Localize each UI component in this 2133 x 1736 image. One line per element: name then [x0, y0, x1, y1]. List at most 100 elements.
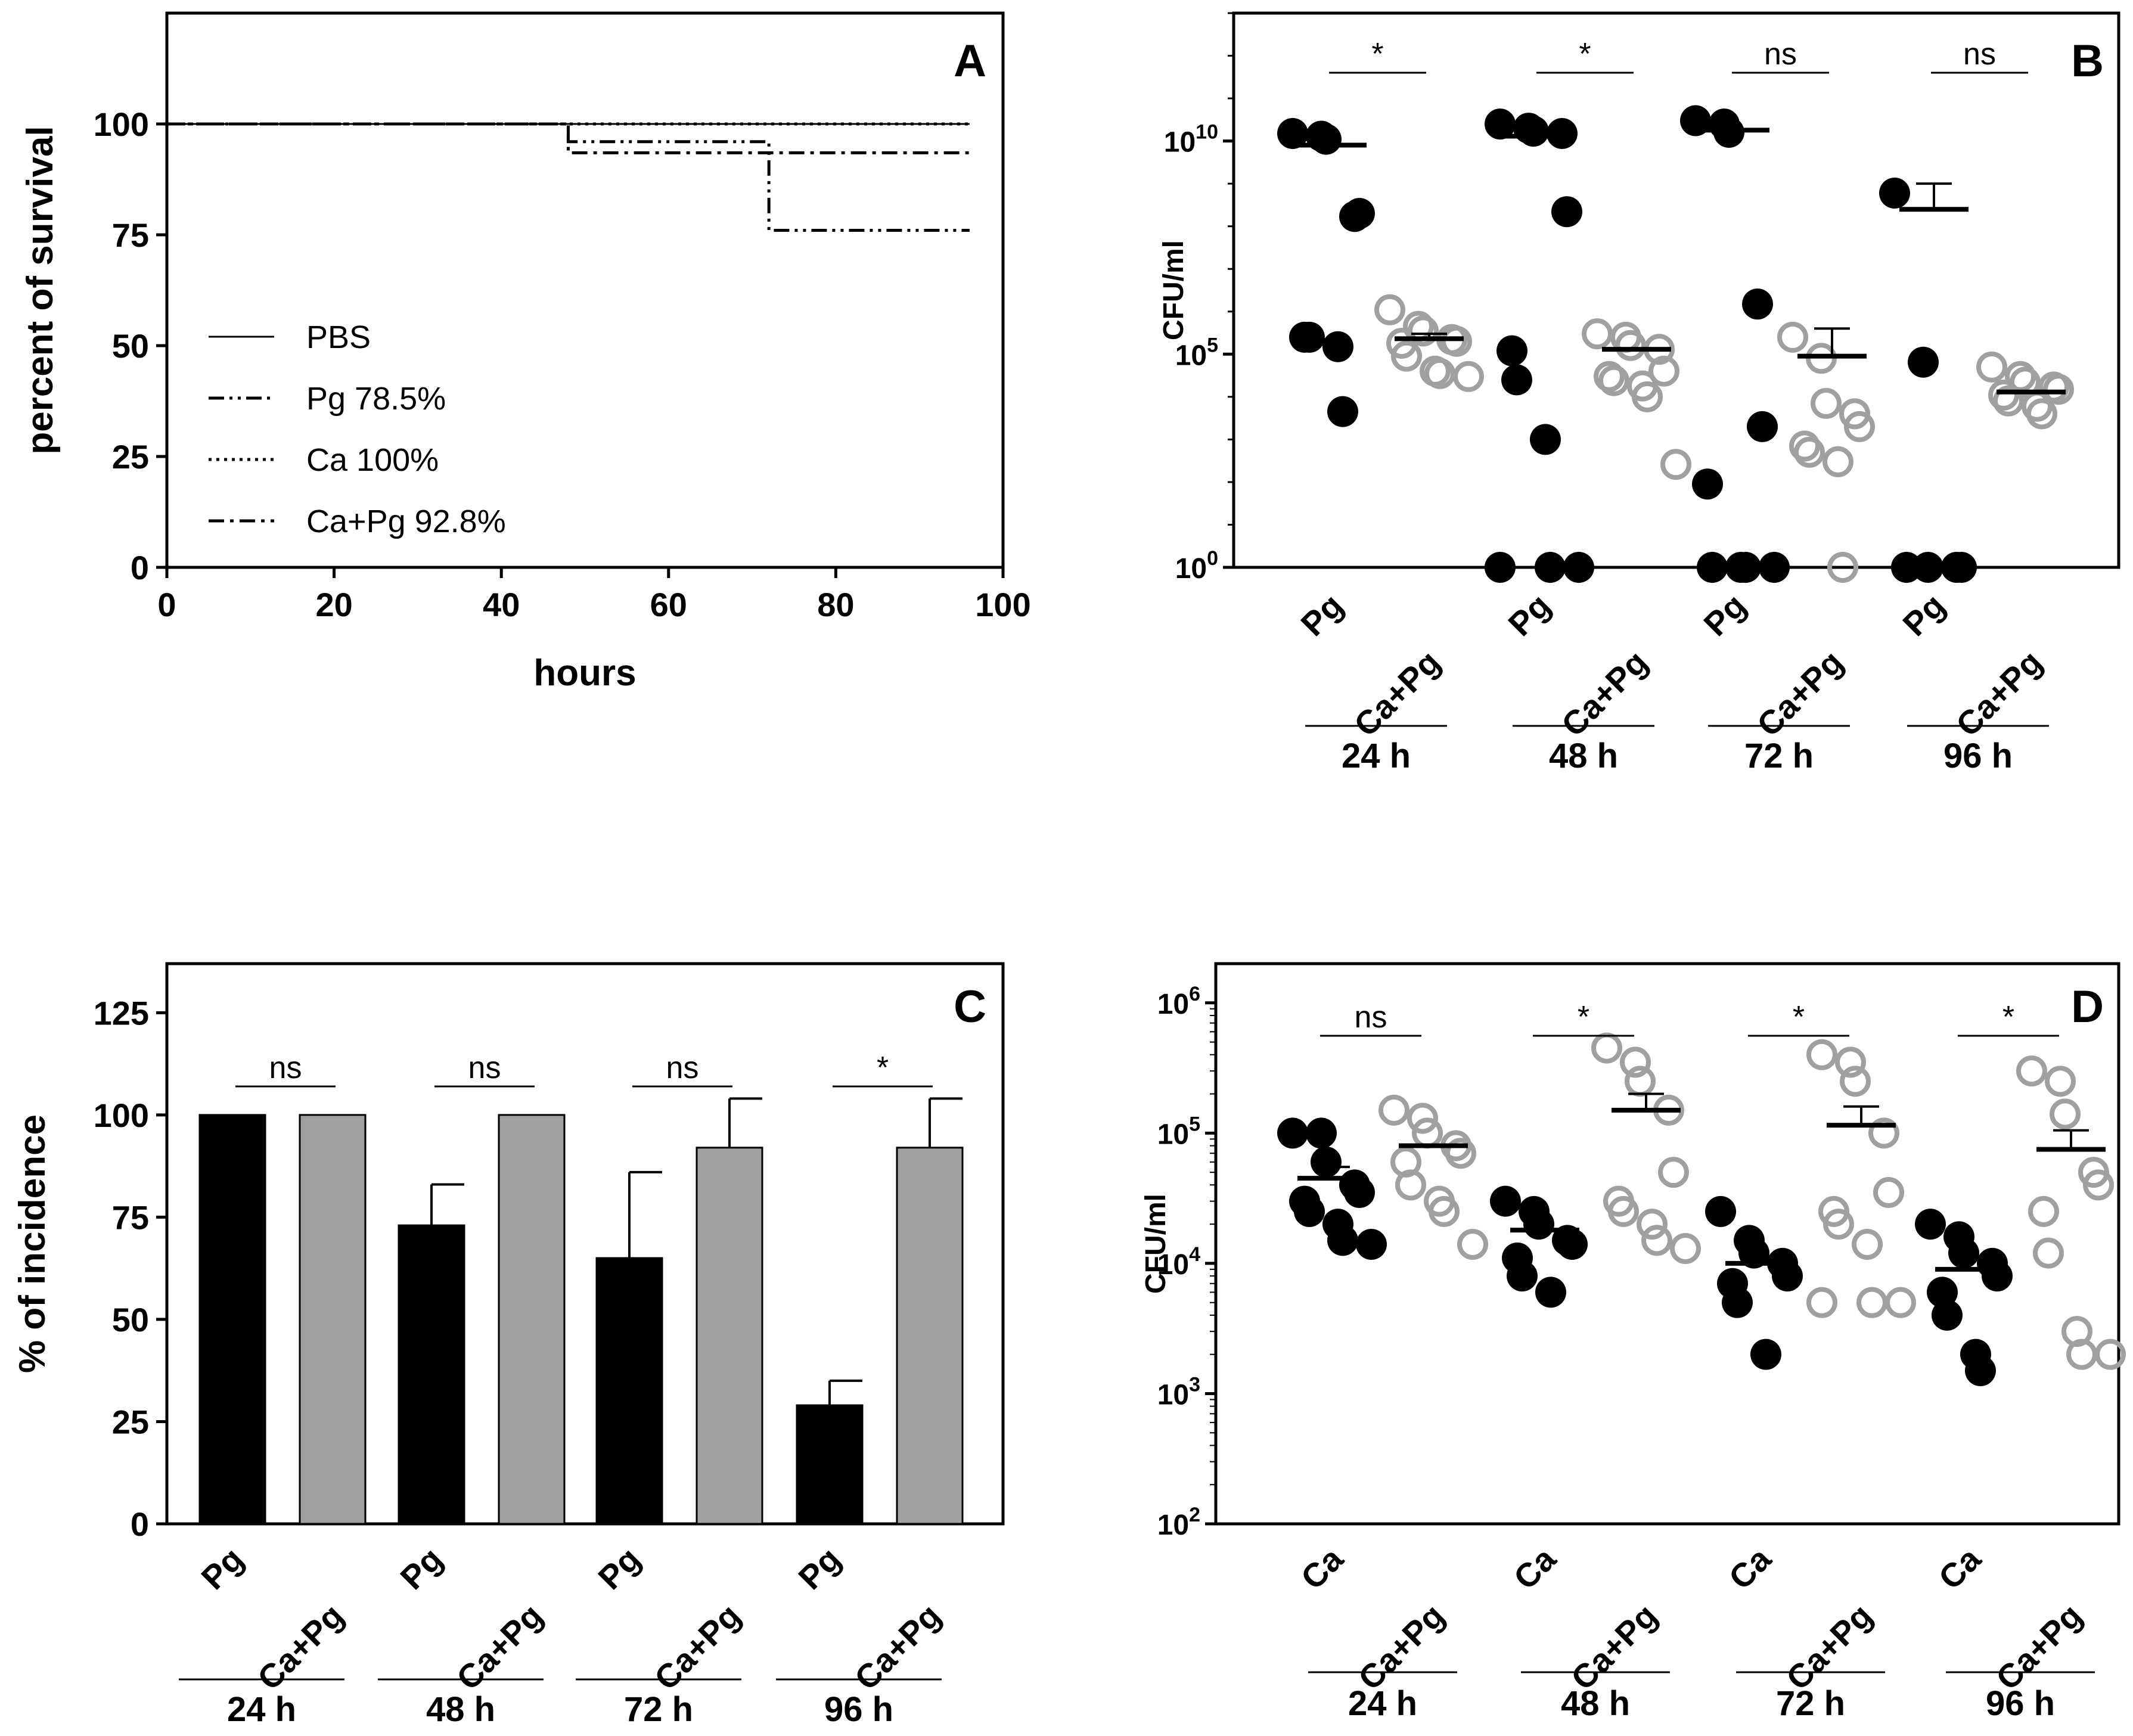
bar [498, 1114, 566, 1525]
data-point [1965, 1355, 1996, 1386]
data-point [2095, 1339, 2126, 1370]
category-label: Ca+Pg [449, 1597, 550, 1697]
data-point [1692, 468, 1723, 500]
significance-label: ns [1764, 37, 1797, 72]
data-point [1356, 1228, 1387, 1260]
data-point [1811, 387, 1842, 419]
data-point [1988, 379, 2019, 411]
group-label: 96 h [824, 1690, 893, 1729]
data-point [1501, 364, 1532, 396]
y-tick-label: 105 [1157, 1113, 1200, 1150]
data-point [1660, 449, 1691, 480]
significance-label: * [1579, 37, 1591, 72]
data-point [1547, 118, 1578, 150]
legend-label: Ca 100% [306, 442, 439, 478]
data-point [1777, 321, 1808, 353]
data-point [1395, 1169, 1426, 1201]
group-label: 48 h [426, 1690, 495, 1729]
data-point [1873, 1176, 1904, 1208]
data-point [1424, 358, 1455, 389]
legend-label: Pg 78.5% [306, 381, 446, 417]
panel-letter: A [954, 36, 986, 86]
data-point [1827, 552, 1858, 583]
data-point [1518, 116, 1549, 147]
data-point [1868, 1117, 1899, 1149]
x-tick-label: 0 [157, 586, 176, 623]
data-point [1697, 552, 1728, 583]
bar [896, 1147, 964, 1525]
y-tick-label: 100 [94, 105, 149, 143]
data-point [1823, 1209, 1854, 1240]
data-point [1806, 1287, 1837, 1318]
y-tick-label: 125 [94, 994, 149, 1032]
category-label: Ca+Pg [1347, 643, 1448, 744]
data-point [1879, 178, 1910, 209]
data-point [1407, 1103, 1438, 1134]
data-point [1658, 1157, 1689, 1188]
data-point [1822, 446, 1853, 477]
data-point [1891, 552, 1922, 583]
data-point [1722, 1287, 1753, 1318]
data-point [1311, 123, 1342, 155]
data-point [1608, 1195, 1639, 1227]
y-axis-title: CFU/ml [1158, 240, 1190, 340]
data-point [1840, 1066, 1871, 1097]
data-point [1535, 1277, 1566, 1308]
category-label: Pg [1696, 586, 1753, 643]
data-point [1591, 1032, 1622, 1064]
significance-label: * [1793, 1000, 1805, 1035]
y-tick-label: 103 [1157, 1373, 1200, 1411]
y-tick-label: 100 [94, 1097, 149, 1134]
panel-letter: B [2071, 36, 2104, 86]
series-line [167, 122, 970, 154]
category-label: Ca+Pg [1564, 1597, 1665, 1697]
y-tick-label: 106 [1157, 983, 1200, 1020]
group-label: 96 h [1986, 1684, 2055, 1723]
data-point [1908, 346, 1939, 378]
data-point [1856, 1287, 1887, 1318]
bar [198, 1114, 266, 1525]
category-label: Ca+Pg [647, 1597, 748, 1697]
data-point [1441, 325, 1472, 357]
y-tick-label: 25 [112, 1403, 149, 1440]
y-tick-label: 104 [1157, 1243, 1200, 1281]
data-point [1750, 1339, 1781, 1370]
category-label: Ca [1293, 1539, 1350, 1597]
data-point [1457, 1228, 1488, 1260]
data-point [1648, 355, 1679, 387]
significance-label: ns [468, 1051, 501, 1085]
data-point [1730, 552, 1761, 583]
x-tick-label: 100 [975, 586, 1030, 623]
data-point [1844, 411, 1875, 442]
data-point [1772, 1260, 1803, 1292]
plot-frame [165, 11, 1005, 569]
data-point [2026, 398, 2057, 430]
data-point [1806, 1039, 1837, 1070]
y-tick-label: 105 [1175, 334, 1218, 371]
data-point [1311, 1146, 1342, 1178]
x-tick-label: 80 [817, 586, 854, 623]
data-point [2016, 1055, 2047, 1087]
category-label: Pg [393, 1540, 449, 1597]
data-point [1885, 1287, 1916, 1318]
data-point [1747, 411, 1778, 442]
y-tick-label: 75 [112, 1198, 149, 1236]
data-point [1852, 1228, 1883, 1260]
group-label: 24 h [227, 1690, 296, 1729]
data-point [1705, 1195, 1736, 1227]
panel-a: 0 25 50 75 100 0 20 40 60 80 100 hours percent of su… [20, 11, 1031, 694]
y-axis-title: CFU/ml [1140, 1194, 1172, 1294]
data-point [1507, 1260, 1538, 1292]
y-tick-label: 1010 [1164, 121, 1218, 159]
data-point [1794, 436, 1825, 468]
significance-label: * [877, 1051, 889, 1085]
category-label: Ca [1506, 1539, 1563, 1597]
y-tick-label: 25 [112, 438, 149, 476]
y-axis-title: percent of survival [20, 126, 61, 454]
category-label: Ca+Pg [1949, 643, 2050, 744]
category-label: Pg [1895, 586, 1952, 643]
y-tick-label: 0 [131, 549, 149, 586]
bar [796, 1404, 864, 1525]
